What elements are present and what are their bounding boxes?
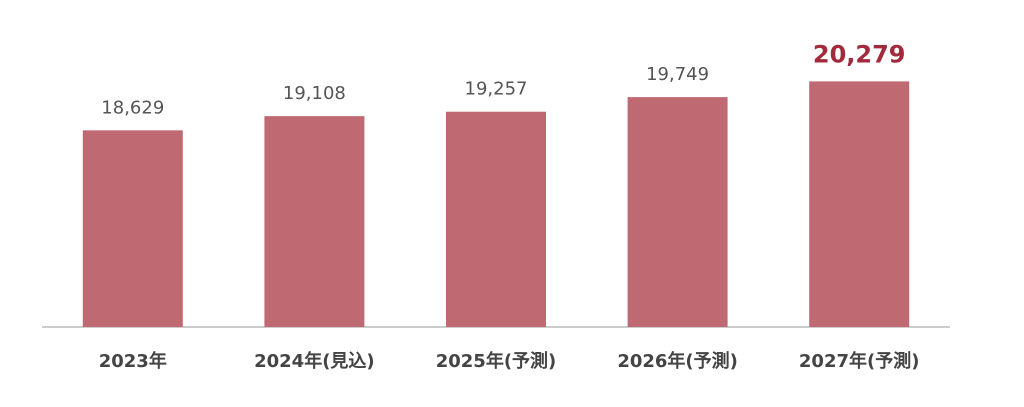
x-tick-label: 2024年(見込) bbox=[254, 350, 375, 372]
value-label: 18,629 bbox=[101, 97, 164, 118]
value-label: 19,749 bbox=[646, 64, 709, 85]
value-label: 19,108 bbox=[283, 83, 346, 104]
bar bbox=[809, 81, 910, 327]
value-label: 20,279 bbox=[813, 40, 906, 68]
bar bbox=[446, 111, 546, 327]
bar bbox=[264, 116, 365, 327]
bar bbox=[627, 97, 728, 327]
x-tick-label: 2023年 bbox=[99, 350, 167, 372]
x-tick-label: 2027年(予測) bbox=[799, 350, 920, 372]
value-label: 19,257 bbox=[465, 79, 528, 100]
x-tick-label: 2026年(予測) bbox=[617, 350, 738, 372]
x-tick-label: 2025年(予測) bbox=[436, 350, 557, 372]
bar bbox=[82, 130, 183, 327]
